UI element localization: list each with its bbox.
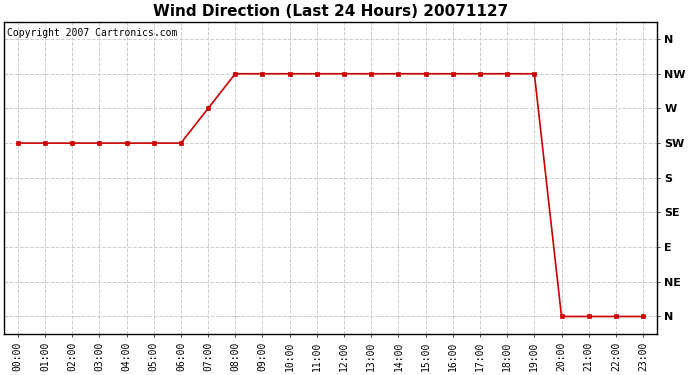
Title: Wind Direction (Last 24 Hours) 20071127: Wind Direction (Last 24 Hours) 20071127	[152, 4, 508, 19]
Text: Copyright 2007 Cartronics.com: Copyright 2007 Cartronics.com	[8, 28, 178, 38]
